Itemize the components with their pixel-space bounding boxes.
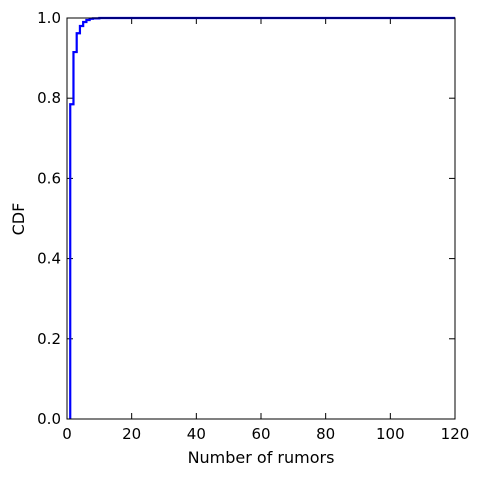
plot-frame xyxy=(66,17,456,420)
y-tick-label: 0.8 xyxy=(37,89,61,107)
y-axis-label: CDF xyxy=(9,203,28,236)
x-tick-label: 40 xyxy=(187,425,206,443)
x-tick-label: 20 xyxy=(122,425,141,443)
x-tick-label: 80 xyxy=(316,425,335,443)
y-tick-label: 1.0 xyxy=(37,9,61,27)
series-layer xyxy=(69,16,455,419)
x-tick-label: 60 xyxy=(251,425,270,443)
x-tick-labels: 0 20 40 60 80 100 120 xyxy=(62,425,469,443)
ticks-layer xyxy=(66,17,456,420)
y-tick-label: 0.2 xyxy=(37,330,61,348)
y-tick-label: 0.4 xyxy=(37,250,61,268)
x-tick-label: 0 xyxy=(62,425,72,443)
y-tick-label: 0.0 xyxy=(37,410,61,428)
x-tick-label: 120 xyxy=(441,425,470,443)
x-tick-label: 100 xyxy=(376,425,405,443)
y-tick-label: 0.6 xyxy=(37,169,61,187)
y-tick-labels: 0.0 0.2 0.4 0.6 0.8 1.0 xyxy=(37,9,61,428)
x-axis-label: Number of rumors xyxy=(188,448,335,467)
cdf-series-line xyxy=(69,16,455,419)
